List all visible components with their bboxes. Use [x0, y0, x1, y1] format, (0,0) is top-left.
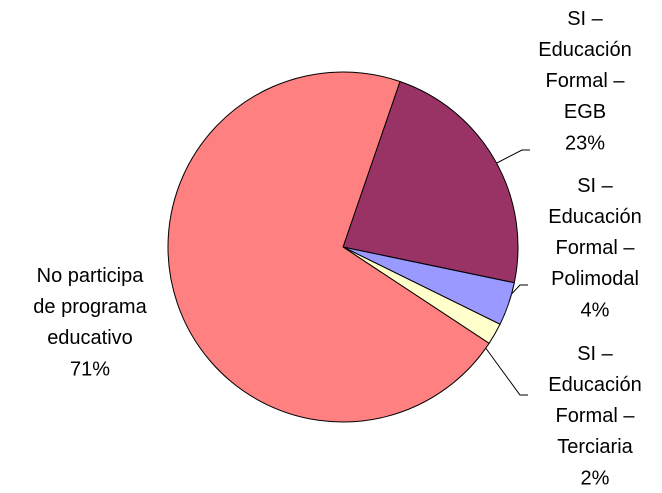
slice-value-label: 4% [581, 299, 610, 321]
slice-value-label: 2% [581, 467, 610, 489]
slice-value-label: 23% [565, 132, 605, 154]
leader-line [481, 342, 528, 396]
leader-line [492, 149, 530, 166]
slice-label: SI – Educación Formal – Polimodal [548, 175, 641, 290]
slice-label: No participa de programa educativo [33, 265, 147, 349]
pie-slice [167, 71, 490, 423]
pie-slice [342, 80, 519, 284]
slice-label: SI – Educación Formal – Terciaria [548, 343, 641, 458]
slice-label: SI – Educación Formal – EGB [538, 8, 631, 123]
slice-value-label: 71% [70, 358, 110, 380]
